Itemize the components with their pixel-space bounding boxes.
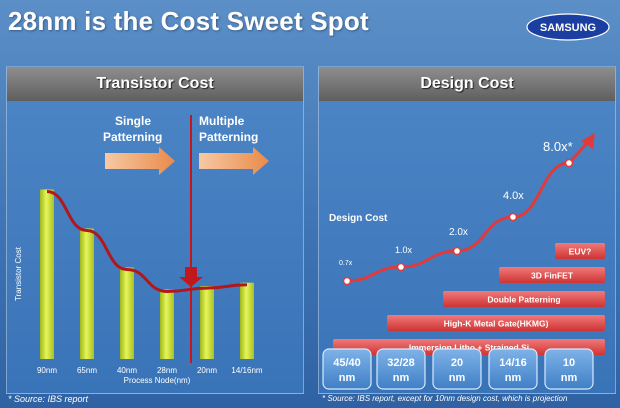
process-node-label: 45/40 — [333, 357, 361, 369]
design-cost-value-label: 0.7x — [339, 260, 353, 267]
process-node-box — [488, 348, 538, 390]
tech-bar — [443, 291, 605, 307]
bar-14/16nm — [240, 282, 254, 359]
single-patterning-arrow — [105, 147, 175, 175]
process-node-unit: nm — [561, 372, 578, 384]
x-tick-label: 20nm — [197, 366, 217, 375]
x-axis-label: Process Node(nm) — [124, 376, 191, 385]
x-tick-label: 14/16nm — [231, 366, 262, 375]
multiple-patterning-line2: Patterning — [199, 130, 258, 144]
design-cost-header: Design Cost — [319, 67, 615, 101]
transistor-cost-trend-line — [46, 189, 248, 293]
design-cost-arrowhead — [581, 133, 595, 149]
tech-bar-label: Immersion Litho + Strained Si — [409, 343, 529, 353]
process-node-unit: nm — [449, 372, 466, 384]
process-node-box — [432, 348, 482, 390]
single-patterning-line2: Patterning — [103, 130, 162, 144]
logo-text: SAMSUNG — [540, 22, 596, 34]
process-node-box — [544, 348, 594, 390]
bar-28nm — [160, 289, 174, 359]
page-title: 28nm is the Cost Sweet Spot — [8, 6, 369, 36]
tech-bar-label: Double Patterning — [487, 295, 560, 305]
design-cost-value-label: 4.0x — [503, 190, 524, 202]
tech-bar-label: High-K Metal Gate(HKMG) — [444, 319, 549, 329]
bar-40nm — [120, 267, 134, 359]
tech-bar-label: 3D FinFET — [531, 271, 574, 281]
process-node-label: 10 — [563, 357, 575, 369]
single-patterning-line1: Single — [115, 114, 151, 128]
x-tick-label: 40nm — [117, 366, 137, 375]
process-node-label: 32/28 — [387, 357, 415, 369]
design-cost-series-label: Design Cost — [329, 213, 388, 224]
multiple-patterning-arrow — [199, 147, 269, 175]
design-cost-point — [342, 276, 352, 286]
tech-bar-label: EUV? — [569, 247, 592, 257]
trend-turn-arrow — [179, 267, 203, 287]
x-tick-label: 90nm — [37, 366, 57, 375]
x-tick-label: 65nm — [77, 366, 97, 375]
process-node-label: 14/16 — [499, 357, 527, 369]
process-node-box — [376, 348, 426, 390]
transistor-cost-header: Transistor Cost — [7, 67, 303, 101]
bar-20nm — [200, 286, 214, 359]
design-cost-value-label: 1.0x — [395, 245, 413, 255]
process-node-label: 20 — [451, 357, 463, 369]
samsung-logo: SAMSUNG — [526, 13, 610, 41]
tech-bar — [387, 315, 605, 331]
process-node-unit: nm — [393, 372, 410, 384]
design-cost-curve — [346, 139, 591, 283]
right-source-note: * Source: IBS report, except for 10nm de… — [322, 394, 568, 403]
transistor-cost-panel: Transistor Cost 90nm 65nm 40nm 28nm 20nm 14/1… — [6, 66, 304, 394]
left-source-note: * Source: IBS report — [8, 394, 89, 404]
x-tick-label: 28nm — [157, 366, 177, 375]
bar-90nm — [40, 189, 54, 359]
multiple-patterning-line1: Multiple — [199, 114, 245, 128]
design-cost-chart: Design Cost EUV? 3D FinFET Double Patterni… — [322, 133, 605, 390]
process-node-box — [322, 348, 372, 390]
process-node-unit: nm — [339, 372, 356, 384]
design-cost-value-label: 2.0x — [449, 227, 468, 238]
process-node-unit: nm — [505, 372, 522, 384]
design-cost-value-label: 8.0x* — [543, 139, 573, 154]
bar-65nm — [80, 228, 94, 359]
design-cost-point — [508, 212, 518, 222]
tech-bar — [555, 243, 605, 259]
transistor-cost-chart: 90nm 65nm 40nm 28nm 20nm 14/16nm Single Patte… — [14, 114, 269, 385]
design-cost-panel: Design Cost Design Cost EUV? 3D FinFET Dou… — [318, 66, 616, 394]
tech-bar — [499, 267, 605, 283]
design-cost-point — [564, 158, 574, 168]
design-cost-point — [452, 246, 462, 256]
design-cost-point — [396, 262, 406, 272]
y-axis-label: Transistor Cost — [14, 246, 23, 301]
